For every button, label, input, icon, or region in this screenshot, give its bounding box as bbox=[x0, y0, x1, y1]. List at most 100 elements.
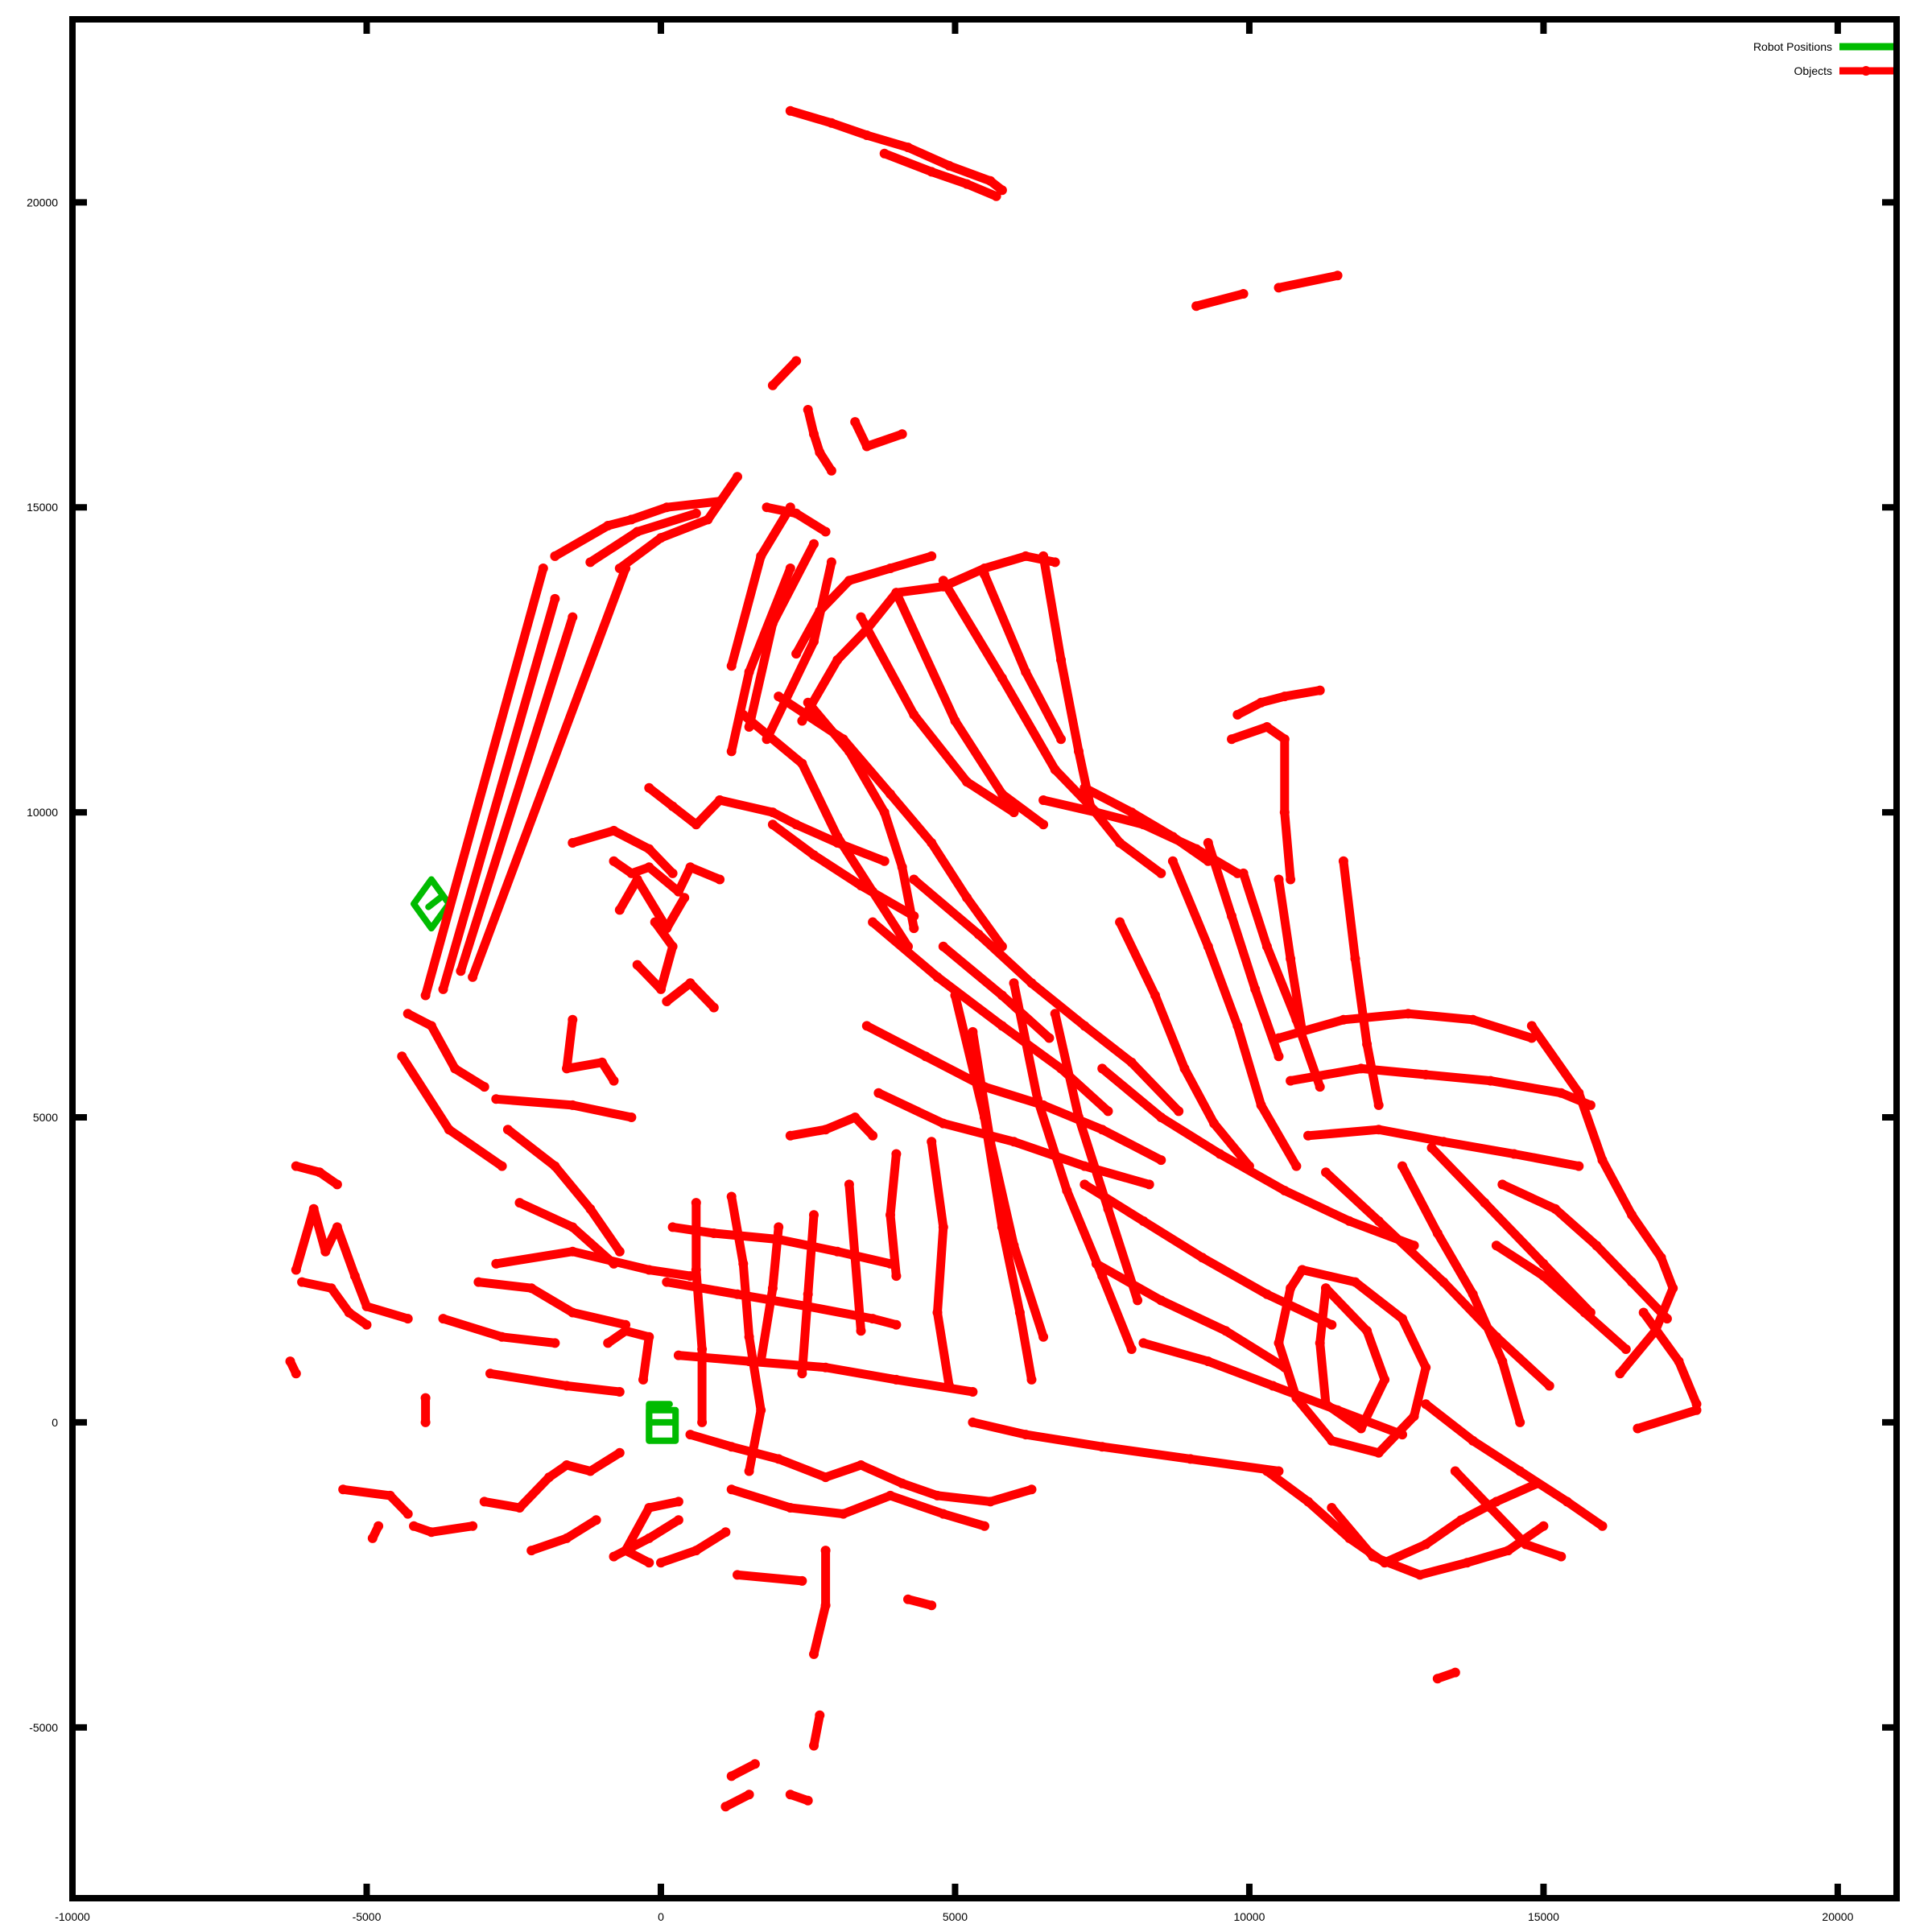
object-point-93-2 bbox=[932, 1307, 943, 1318]
object-track-21 bbox=[473, 1278, 630, 1330]
object-point-39-0 bbox=[568, 838, 578, 848]
object-point-5-1 bbox=[809, 429, 819, 440]
object-track-104 bbox=[1092, 1259, 1290, 1373]
object-point-118-0 bbox=[1327, 1503, 1337, 1513]
object-point-57-3 bbox=[820, 1472, 831, 1483]
object-track-87 bbox=[862, 1021, 1166, 1165]
object-point-25-1 bbox=[497, 1331, 507, 1342]
object-point-53-1 bbox=[803, 1289, 813, 1299]
object-point-85-0 bbox=[868, 917, 878, 927]
object-point-6-0 bbox=[850, 417, 861, 427]
object-point-105-2 bbox=[1268, 1381, 1278, 1391]
object-point-92-3 bbox=[1133, 1295, 1143, 1306]
object-point-0-0 bbox=[785, 105, 795, 116]
x-tick-label: 15000 bbox=[1528, 1910, 1559, 1923]
object-point-107-4 bbox=[1556, 1088, 1567, 1098]
object-point-93-3 bbox=[944, 1381, 955, 1391]
object-track-41 bbox=[615, 875, 689, 933]
object-point-0-1 bbox=[826, 118, 836, 128]
object-point-57-8 bbox=[1026, 1484, 1037, 1495]
object-point-23-0 bbox=[291, 1265, 301, 1275]
object-track-1 bbox=[880, 149, 1001, 201]
object-track-56 bbox=[786, 1113, 877, 1141]
object-point-39-2 bbox=[644, 844, 654, 854]
object-point-57-4 bbox=[856, 1460, 866, 1470]
object-track-119 bbox=[1451, 1467, 1566, 1562]
object-point-116-6 bbox=[1321, 1283, 1331, 1294]
object-point-104-2 bbox=[1220, 1326, 1231, 1336]
object-point-65-1 bbox=[744, 1790, 754, 1800]
object-point-94-2 bbox=[1179, 1063, 1190, 1074]
object-point-114-3 bbox=[1585, 1307, 1596, 1318]
object-point-54-1 bbox=[850, 1253, 861, 1263]
object-point-0-5 bbox=[985, 175, 996, 186]
object-point-81-1 bbox=[838, 734, 848, 745]
object-point-113-3 bbox=[1491, 1331, 1501, 1342]
object-point-85-4 bbox=[1103, 1106, 1113, 1117]
object-track-83 bbox=[1080, 783, 1213, 866]
object-track-27 bbox=[485, 1368, 625, 1397]
object-track-46 bbox=[562, 1015, 618, 1086]
object-point-113-2 bbox=[1439, 1277, 1449, 1287]
object-point-55-1 bbox=[886, 1210, 895, 1220]
object-point-115-10 bbox=[1297, 1265, 1307, 1275]
object-point-1-0 bbox=[879, 148, 890, 159]
x-tick-label: 5000 bbox=[943, 1910, 968, 1923]
object-point-71-2 bbox=[1056, 734, 1066, 745]
object-point-43-0 bbox=[662, 997, 672, 1006]
object-point-20-2 bbox=[644, 1265, 654, 1275]
object-point-74-0 bbox=[856, 612, 866, 622]
object-point-100-2 bbox=[1279, 734, 1290, 745]
object-point-90-1 bbox=[985, 1137, 996, 1147]
object-point-58-2 bbox=[838, 1509, 848, 1519]
object-point-119-0 bbox=[1450, 1466, 1460, 1476]
object-point-108-1 bbox=[1373, 1125, 1384, 1135]
object-point-77-2 bbox=[785, 564, 795, 573]
object-point-81-0 bbox=[774, 691, 784, 702]
object-track-24 bbox=[297, 1278, 371, 1330]
object-point-89-3 bbox=[1014, 1307, 1025, 1318]
object-point-107-0 bbox=[1286, 1075, 1296, 1086]
object-point-70-4 bbox=[1115, 838, 1125, 848]
object-point-25-0 bbox=[438, 1314, 448, 1324]
object-point-101-0 bbox=[1338, 856, 1348, 866]
object-point-8-0 bbox=[550, 551, 560, 561]
object-point-42-2 bbox=[667, 941, 678, 952]
object-point-105-0 bbox=[1138, 1338, 1149, 1348]
object-point-68-1 bbox=[832, 654, 843, 665]
object-point-2-0 bbox=[1191, 301, 1202, 312]
object-point-115-4 bbox=[1409, 1411, 1419, 1422]
object-point-108-4 bbox=[1574, 1161, 1584, 1171]
object-point-44-2 bbox=[791, 819, 802, 830]
object-point-101-3 bbox=[1373, 1100, 1384, 1110]
object-point-117-0 bbox=[1261, 1466, 1272, 1476]
object-point-89-2 bbox=[997, 1222, 1007, 1232]
object-point-38-2 bbox=[644, 862, 654, 873]
object-point-86-0 bbox=[938, 941, 948, 952]
object-point-14-1 bbox=[621, 564, 631, 573]
object-point-34-1 bbox=[562, 1533, 572, 1543]
object-point-96-2 bbox=[1250, 984, 1261, 994]
object-point-6-2 bbox=[897, 429, 907, 440]
object-point-111-3 bbox=[1620, 1344, 1631, 1354]
object-point-109-3 bbox=[1627, 1210, 1637, 1220]
object-point-118-3 bbox=[1462, 1558, 1472, 1568]
x-tick-label: 0 bbox=[658, 1910, 664, 1923]
object-point-58-4 bbox=[938, 1509, 948, 1519]
object-track-102 bbox=[1097, 1063, 1419, 1250]
object-point-41-0 bbox=[614, 905, 625, 915]
object-track-4 bbox=[768, 356, 801, 390]
object-point-104-1 bbox=[1156, 1295, 1166, 1306]
object-point-84-0 bbox=[909, 874, 919, 885]
object-point-41-3 bbox=[679, 893, 690, 903]
object-point-34-2 bbox=[591, 1515, 601, 1525]
series-objects bbox=[285, 105, 1702, 1812]
object-point-103-0 bbox=[1080, 1179, 1090, 1190]
object-point-95-2 bbox=[1232, 1021, 1243, 1031]
object-point-113-1 bbox=[1373, 1216, 1384, 1226]
object-point-38-1 bbox=[626, 868, 637, 878]
object-point-95-4 bbox=[1291, 1161, 1302, 1171]
x-tick-label: -5000 bbox=[353, 1910, 382, 1923]
object-point-32-2 bbox=[468, 1521, 478, 1531]
object-track-84 bbox=[909, 875, 1183, 1116]
